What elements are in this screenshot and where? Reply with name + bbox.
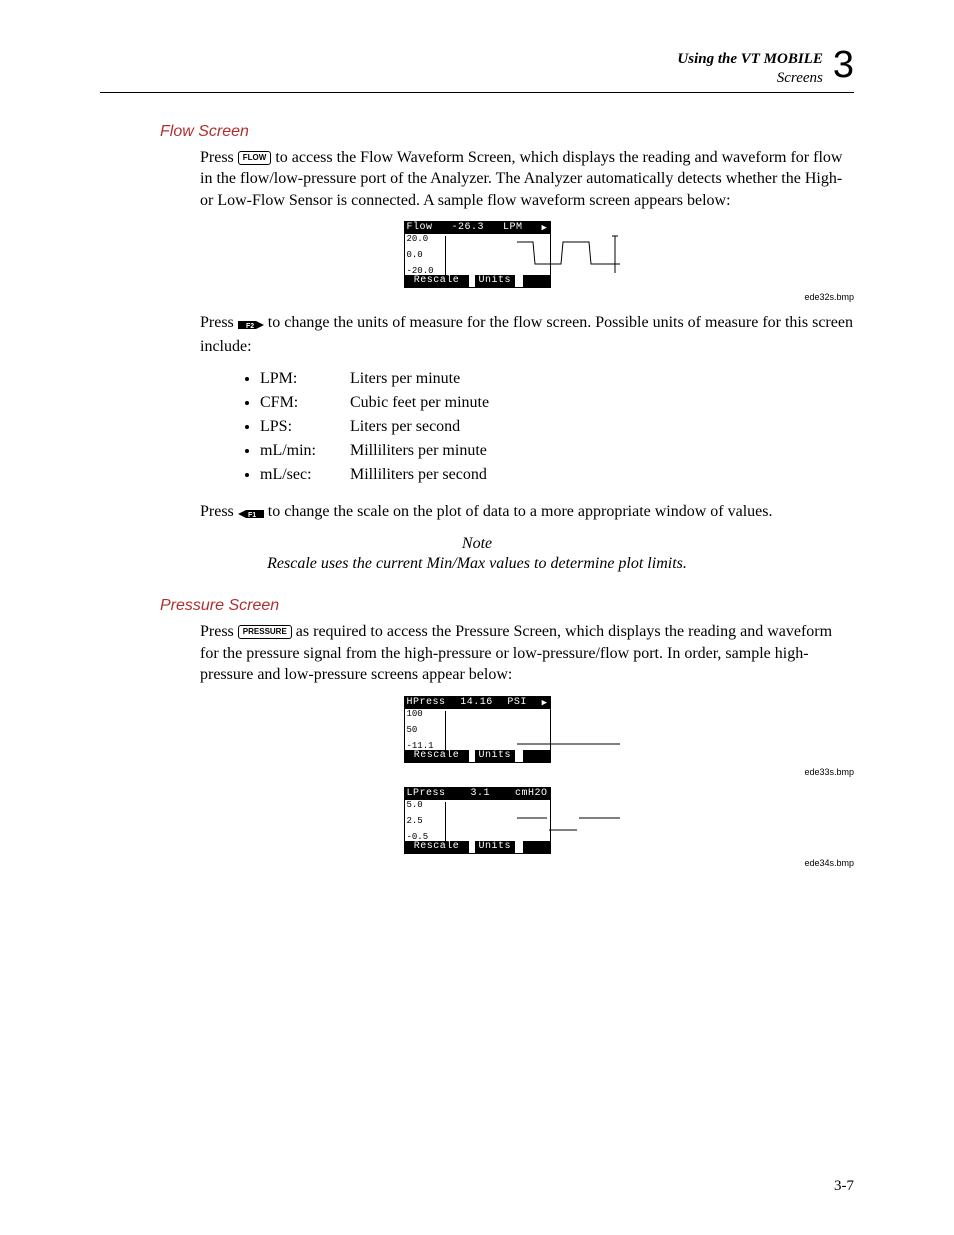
text-span: Press bbox=[200, 149, 238, 166]
lcd-hpress-footer: Rescale Units bbox=[405, 750, 550, 762]
lcd-flow-plot: 20.0 0.0 -20.0 bbox=[405, 234, 550, 275]
footer-rescale: Rescale bbox=[405, 750, 475, 762]
lcd-lpress-wrap: LPress 3.1 cmH2O 5.0 2.5 -0.5 Rescale Un… bbox=[100, 787, 854, 854]
list-item: CFM:Cubic feet per minute bbox=[260, 391, 854, 415]
list-item: mL/sec:Milliliters per second bbox=[260, 463, 854, 487]
page: Using the VT MOBILE Screens 3 Flow Scree… bbox=[0, 0, 954, 1235]
lcd-title-left: Flow bbox=[407, 222, 433, 234]
text-span: to change the scale on the plot of data … bbox=[264, 503, 773, 520]
wave-path bbox=[517, 818, 620, 830]
para-flow-2: Press F2 to change the units of measure … bbox=[200, 312, 854, 357]
chapter-number: 3 bbox=[833, 46, 854, 84]
lcd-lpress-footer: Rescale Units bbox=[405, 841, 550, 853]
note-body: Rescale uses the current Min/Max values … bbox=[100, 555, 854, 573]
list-item: LPS:Liters per second bbox=[260, 415, 854, 439]
unit-abbr: CFM: bbox=[260, 391, 350, 415]
footer-rescale: Rescale bbox=[405, 841, 475, 853]
unit-abbr: mL/sec: bbox=[260, 463, 350, 487]
unit-desc: Liters per minute bbox=[350, 370, 460, 387]
lcd-wave-svg bbox=[477, 709, 622, 750]
page-header: Using the VT MOBILE Screens 3 bbox=[100, 48, 854, 93]
lcd-title-mid: 3.1 bbox=[470, 788, 490, 800]
lcd-lpress-plot: 5.0 2.5 -0.5 bbox=[405, 800, 550, 841]
lcd-title-mid: -26.3 bbox=[452, 222, 485, 234]
unit-abbr: LPM: bbox=[260, 367, 350, 391]
unit-abbr: mL/min: bbox=[260, 439, 350, 463]
lcd-wave-svg bbox=[477, 800, 622, 841]
header-text: Using the VT MOBILE Screens bbox=[677, 50, 822, 88]
axis-v bbox=[445, 236, 446, 275]
pressure-key-icon: PRESSURE bbox=[238, 625, 292, 639]
lcd-lpress: LPress 3.1 cmH2O 5.0 2.5 -0.5 Rescale Un… bbox=[404, 787, 551, 854]
lcd-title-mid: 14.16 bbox=[460, 697, 493, 709]
list-item: LPM:Liters per minute bbox=[260, 367, 854, 391]
para-flow-1: Press FLOW to access the Flow Waveform S… bbox=[200, 147, 854, 212]
unit-desc: Milliliters per minute bbox=[350, 442, 487, 459]
section-heading-pressure: Pressure Screen bbox=[160, 597, 854, 615]
footer-units: Units bbox=[475, 841, 524, 853]
y-label: 50 bbox=[407, 726, 418, 735]
page-number: 3-7 bbox=[834, 1178, 854, 1195]
lcd-lpress-title: LPress 3.1 cmH2O bbox=[405, 788, 550, 800]
svg-text:F2: F2 bbox=[246, 323, 254, 329]
y-label: 2.5 bbox=[407, 817, 423, 826]
f1-key-icon: F1 bbox=[238, 503, 264, 525]
text-span: Press bbox=[200, 314, 238, 331]
list-item: mL/min:Milliliters per minute bbox=[260, 439, 854, 463]
text-span: as required to access the Pressure Scree… bbox=[200, 623, 832, 683]
arrow-right-icon: ▶ bbox=[542, 697, 548, 709]
y-label: 5.0 bbox=[407, 801, 423, 810]
lcd-hpress: HPress 14.16 PSI ▶ 100 50 -11.1 Rescale … bbox=[404, 696, 551, 763]
lcd-title-right: cmH2O bbox=[515, 788, 548, 800]
lcd-title-right: LPM bbox=[503, 222, 523, 234]
caption-1: ede32s.bmp bbox=[100, 292, 854, 302]
header-line2: Screens bbox=[677, 69, 822, 88]
f2-key-icon: F2 bbox=[238, 314, 264, 336]
y-label: -0.5 bbox=[407, 833, 429, 842]
y-label: -11.1 bbox=[407, 742, 434, 751]
lcd-flow-title: Flow -26.3 LPM ▶ bbox=[405, 222, 550, 234]
arrow-right-icon: ▶ bbox=[542, 222, 548, 234]
unit-desc: Milliliters per second bbox=[350, 466, 487, 483]
y-label: 0.0 bbox=[407, 251, 423, 260]
footer-units: Units bbox=[475, 275, 524, 287]
text-span: to change the units of measure for the f… bbox=[200, 314, 853, 355]
flow-key-icon: FLOW bbox=[238, 151, 272, 165]
section-heading-flow: Flow Screen bbox=[160, 123, 854, 141]
caption-2: ede33s.bmp bbox=[100, 767, 854, 777]
y-label: -20.0 bbox=[407, 267, 434, 276]
lcd-title-right: PSI bbox=[507, 697, 527, 709]
caption-3: ede34s.bmp bbox=[100, 858, 854, 868]
lcd-flow-wrap: Flow -26.3 LPM ▶ 20.0 0.0 -20.0 Rescale … bbox=[100, 221, 854, 288]
lcd-wave-svg bbox=[477, 234, 622, 275]
axis-v bbox=[445, 711, 446, 750]
y-label: 100 bbox=[407, 710, 423, 719]
text-span: Press bbox=[200, 623, 238, 640]
y-label: 20.0 bbox=[407, 235, 429, 244]
para-pressure-1: Press PRESSURE as required to access the… bbox=[200, 621, 854, 686]
footer-rescale: Rescale bbox=[405, 275, 475, 287]
axis-v bbox=[445, 802, 446, 841]
lcd-hpress-plot: 100 50 -11.1 bbox=[405, 709, 550, 750]
lcd-hpress-title: HPress 14.16 PSI ▶ bbox=[405, 697, 550, 709]
unit-abbr: LPS: bbox=[260, 415, 350, 439]
lcd-hpress-wrap: HPress 14.16 PSI ▶ 100 50 -11.1 Rescale … bbox=[100, 696, 854, 763]
header-line1: Using the VT MOBILE bbox=[677, 50, 822, 69]
lcd-flow-footer: Rescale Units bbox=[405, 275, 550, 287]
units-list: LPM:Liters per minute CFM:Cubic feet per… bbox=[240, 367, 854, 487]
cursor-path bbox=[612, 236, 618, 273]
note-title: Note bbox=[100, 535, 854, 553]
unit-desc: Liters per second bbox=[350, 418, 460, 435]
footer-units: Units bbox=[475, 750, 524, 762]
text-span: Press bbox=[200, 503, 238, 520]
lcd-title-left: LPress bbox=[407, 788, 446, 800]
para-flow-3: Press F1 to change the scale on the plot… bbox=[200, 501, 854, 525]
svg-text:F1: F1 bbox=[248, 512, 256, 518]
lcd-title-left: HPress bbox=[407, 697, 446, 709]
wave-path bbox=[517, 242, 620, 264]
text-span: to access the Flow Waveform Screen, whic… bbox=[200, 149, 842, 209]
unit-desc: Cubic feet per minute bbox=[350, 394, 489, 411]
lcd-flow: Flow -26.3 LPM ▶ 20.0 0.0 -20.0 Rescale … bbox=[404, 221, 551, 288]
